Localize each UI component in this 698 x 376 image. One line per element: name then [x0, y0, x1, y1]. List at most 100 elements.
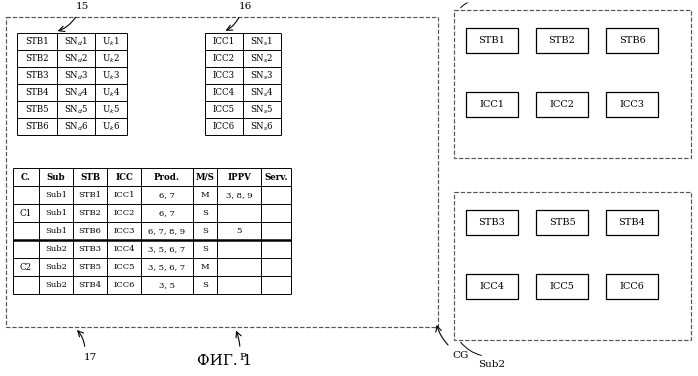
Text: Serv.: Serv.	[265, 173, 288, 182]
Text: ICC6: ICC6	[113, 281, 135, 289]
Text: STB2: STB2	[549, 36, 575, 45]
Bar	[466, 92, 518, 117]
Text: ICC5: ICC5	[113, 263, 135, 271]
Text: STB6: STB6	[79, 227, 101, 235]
Text: SN$_d$4: SN$_d$4	[64, 86, 89, 99]
Text: STB3: STB3	[78, 245, 101, 253]
Text: Sub1: Sub1	[45, 227, 67, 235]
Text: STB4: STB4	[25, 88, 49, 97]
Bar	[606, 274, 658, 299]
Text: STB5: STB5	[25, 105, 49, 114]
Bar	[536, 274, 588, 299]
Text: 15: 15	[75, 2, 89, 11]
Bar	[454, 192, 691, 340]
Text: STB2: STB2	[79, 209, 101, 217]
Text: Sub2: Sub2	[478, 360, 505, 369]
Text: Sub1: Sub1	[45, 191, 67, 199]
Text: ICC4: ICC4	[480, 282, 505, 291]
Text: ICC3: ICC3	[620, 100, 644, 109]
Text: S: S	[202, 245, 208, 253]
Text: S: S	[202, 209, 208, 217]
Text: 6, 7: 6, 7	[159, 209, 175, 217]
Text: STB3: STB3	[479, 218, 505, 227]
Text: STB1: STB1	[25, 37, 49, 46]
Bar	[6, 17, 438, 327]
Bar	[606, 28, 658, 53]
Text: ICC5: ICC5	[213, 105, 235, 114]
Text: U$_k$6: U$_k$6	[102, 120, 120, 133]
Text: STB5: STB5	[78, 263, 101, 271]
Text: Sub2: Sub2	[45, 281, 67, 289]
Text: IPPV: IPPV	[227, 173, 251, 182]
Text: Prod.: Prod.	[154, 173, 180, 182]
Text: SN$_s$4: SN$_s$4	[250, 86, 274, 99]
Text: 6, 7, 8, 9: 6, 7, 8, 9	[149, 227, 186, 235]
Text: ICC4: ICC4	[213, 88, 235, 97]
Bar	[466, 274, 518, 299]
Text: ICC3: ICC3	[213, 71, 235, 80]
Text: S: S	[202, 281, 208, 289]
Text: ICC4: ICC4	[113, 245, 135, 253]
Bar	[454, 10, 691, 158]
Text: STB4: STB4	[78, 281, 102, 289]
Text: M: M	[201, 191, 209, 199]
Text: ICC1: ICC1	[480, 100, 505, 109]
Text: STB: STB	[80, 173, 100, 182]
Text: U$_k$3: U$_k$3	[102, 69, 120, 82]
Text: C1: C1	[20, 209, 32, 217]
Text: M: M	[201, 263, 209, 271]
Bar	[606, 210, 658, 235]
Text: C.: C.	[21, 173, 31, 182]
Text: U$_k$4: U$_k$4	[102, 86, 120, 99]
Text: SN$_d$2: SN$_d$2	[64, 52, 88, 65]
Text: U$_k$5: U$_k$5	[102, 103, 120, 116]
Text: CG: CG	[452, 351, 468, 360]
Text: STB1: STB1	[78, 191, 101, 199]
Text: STB5: STB5	[549, 218, 575, 227]
Text: 3, 5, 6, 7: 3, 5, 6, 7	[149, 245, 186, 253]
Text: 6, 7: 6, 7	[159, 191, 175, 199]
Text: ICC3: ICC3	[113, 227, 135, 235]
Text: ICC1: ICC1	[213, 37, 235, 46]
Bar	[466, 28, 518, 53]
Text: ФИГ. 1: ФИГ. 1	[198, 354, 253, 368]
Text: SN$_d$5: SN$_d$5	[64, 103, 88, 116]
Text: ICC2: ICC2	[549, 100, 574, 109]
Text: 3, 8, 9: 3, 8, 9	[225, 191, 252, 199]
Text: ICC6: ICC6	[213, 122, 235, 131]
Text: SN$_s$3: SN$_s$3	[250, 69, 274, 82]
Text: S: S	[202, 227, 208, 235]
Text: SN$_s$1: SN$_s$1	[251, 35, 274, 48]
Text: ICC2: ICC2	[113, 209, 135, 217]
Text: Sub1: Sub1	[45, 209, 67, 217]
Bar	[536, 92, 588, 117]
Text: SN$_s$6: SN$_s$6	[250, 120, 274, 133]
Text: 17: 17	[83, 353, 96, 362]
Text: M/S: M/S	[195, 173, 214, 182]
Text: 5: 5	[237, 227, 242, 235]
Text: ICC5: ICC5	[549, 282, 574, 291]
Text: 3, 5: 3, 5	[159, 281, 175, 289]
Text: STB2: STB2	[25, 54, 49, 63]
Text: STB1: STB1	[479, 36, 505, 45]
Text: Sub2: Sub2	[45, 245, 67, 253]
Text: SN$_d$3: SN$_d$3	[64, 69, 88, 82]
Text: ICC6: ICC6	[620, 282, 644, 291]
Text: SN$_d$1: SN$_d$1	[64, 35, 88, 48]
Text: U$_k$1: U$_k$1	[103, 35, 120, 48]
Text: ICC1: ICC1	[113, 191, 135, 199]
Bar	[536, 28, 588, 53]
Text: STB3: STB3	[25, 71, 49, 80]
Bar	[536, 210, 588, 235]
Text: Sub: Sub	[47, 173, 66, 182]
Text: U$_k$2: U$_k$2	[102, 52, 120, 65]
Text: ICC: ICC	[115, 173, 133, 182]
Text: SN$_s$2: SN$_s$2	[250, 52, 274, 65]
Text: 16: 16	[239, 2, 251, 11]
Text: Sub2: Sub2	[45, 263, 67, 271]
Bar	[606, 92, 658, 117]
Text: P: P	[239, 353, 246, 362]
Text: C2: C2	[20, 262, 32, 271]
Text: SN$_d$6: SN$_d$6	[64, 120, 89, 133]
Text: ICC2: ICC2	[213, 54, 235, 63]
